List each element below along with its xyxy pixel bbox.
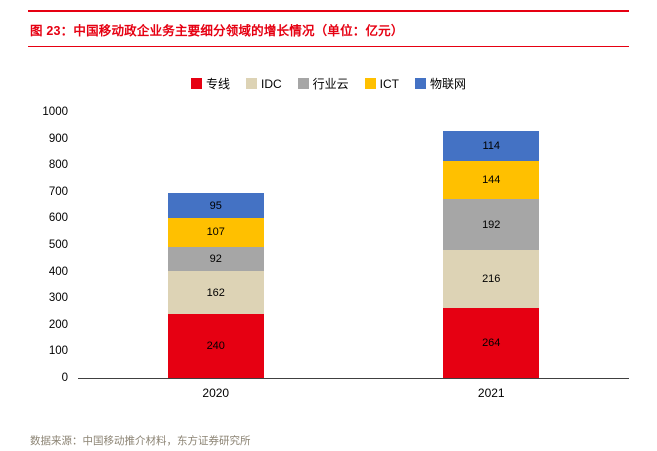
bar-segment: 107 bbox=[167, 218, 264, 247]
y-axis: 0 100 200 300 400 500 600 700 800 900 1000 bbox=[28, 106, 78, 384]
bar-segment: 192 bbox=[443, 199, 540, 251]
legend-label: 物联网 bbox=[430, 77, 467, 91]
plot-area: 95 107 92 162 240 114 144 192 216 264 bbox=[78, 112, 629, 379]
legend-item: ICT bbox=[364, 76, 400, 91]
bar-segment: 216 bbox=[443, 250, 540, 308]
legend-swatch bbox=[364, 78, 376, 89]
legend-swatch bbox=[297, 78, 309, 89]
legend-item: 专线 bbox=[190, 75, 230, 92]
y-tick-label: 100 bbox=[48, 345, 68, 358]
bar-segment: 92 bbox=[167, 246, 264, 272]
source-note: 数据来源：中国移动推介材料，东方证券研究所 bbox=[30, 435, 251, 447]
bar-segment: 162 bbox=[167, 271, 264, 315]
y-tick-label: 900 bbox=[48, 132, 68, 145]
y-tick-label: 700 bbox=[48, 185, 68, 198]
chart-title: 图 23：中国移动政企业务主要细分领域的增长情况（单位：亿元） bbox=[30, 24, 404, 38]
legend-item: 行业云 bbox=[297, 75, 349, 92]
x-tick-label: 2021 bbox=[477, 386, 505, 400]
legend-item: IDC bbox=[245, 76, 282, 91]
legend-item: 物联网 bbox=[415, 75, 466, 92]
title-underline bbox=[28, 46, 629, 47]
y-tick-label: 0 bbox=[61, 372, 68, 384]
bar-segment: 114 bbox=[443, 130, 540, 161]
bar-segment: 95 bbox=[167, 192, 264, 219]
legend-label: IDC bbox=[260, 76, 282, 91]
y-tick-label: 500 bbox=[48, 239, 68, 251]
bar-slot: 95 107 92 162 240 bbox=[78, 112, 354, 378]
x-axis: 2020 2021 bbox=[78, 386, 629, 400]
bar-segment: 144 bbox=[443, 160, 540, 200]
chart-area: 0 100 200 300 400 500 600 700 800 900 1000 95 107 92… bbox=[28, 106, 629, 384]
legend-label: 专线 bbox=[205, 77, 230, 91]
y-tick-label: 1000 bbox=[42, 106, 68, 118]
legend-label: 行业云 bbox=[312, 77, 349, 91]
stacked-bar: 95 107 92 162 240 bbox=[167, 192, 264, 378]
y-tick-label: 400 bbox=[48, 265, 68, 278]
y-tick-label: 300 bbox=[48, 292, 68, 305]
legend-swatch bbox=[245, 78, 257, 89]
bar-slot: 114 144 192 216 264 bbox=[354, 112, 630, 378]
stacked-bar: 114 144 192 216 264 bbox=[443, 130, 540, 378]
legend-label: ICT bbox=[379, 76, 400, 91]
legend-swatch bbox=[415, 78, 427, 89]
header-rule bbox=[28, 10, 629, 12]
legend: 专线 IDC 行业云 ICT 物联网 bbox=[28, 75, 629, 92]
y-tick-label: 200 bbox=[48, 318, 68, 331]
y-tick-label: 800 bbox=[48, 159, 68, 172]
legend-swatch bbox=[190, 78, 202, 89]
x-tick-label: 2020 bbox=[202, 386, 230, 400]
bar-segment: 240 bbox=[167, 314, 264, 378]
y-tick-label: 600 bbox=[48, 212, 68, 225]
bar-segment: 264 bbox=[443, 307, 540, 378]
